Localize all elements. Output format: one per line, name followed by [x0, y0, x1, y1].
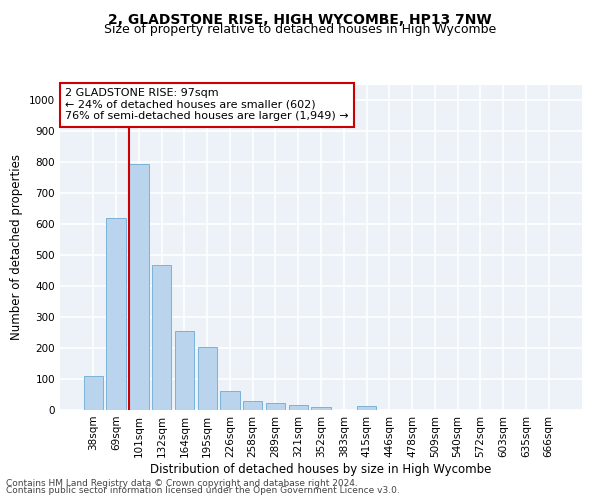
Text: 2, GLADSTONE RISE, HIGH WYCOMBE, HP13 7NW: 2, GLADSTONE RISE, HIGH WYCOMBE, HP13 7N…: [108, 12, 492, 26]
Bar: [243, 400, 262, 410]
Bar: [266, 403, 285, 410]
Bar: [197, 346, 217, 410]
Text: 2 GLADSTONE RISE: 97sqm
← 24% of detached houses are smaller (602)
76% of semi-d: 2 GLADSTONE RISE: 97sqm ← 24% of detache…: [65, 88, 349, 122]
Bar: [220, 390, 239, 410]
Text: Contains public sector information licensed under the Open Government Licence v3: Contains public sector information licen…: [6, 486, 400, 495]
Text: Size of property relative to detached houses in High Wycombe: Size of property relative to detached ho…: [104, 22, 496, 36]
Bar: [129, 164, 149, 410]
Y-axis label: Number of detached properties: Number of detached properties: [10, 154, 23, 340]
Bar: [289, 404, 308, 410]
Bar: [175, 331, 194, 410]
X-axis label: Distribution of detached houses by size in High Wycombe: Distribution of detached houses by size …: [151, 462, 491, 475]
Bar: [84, 376, 103, 410]
Bar: [311, 407, 331, 410]
Text: Contains HM Land Registry data © Crown copyright and database right 2024.: Contains HM Land Registry data © Crown c…: [6, 478, 358, 488]
Bar: [152, 264, 172, 410]
Bar: [357, 406, 376, 410]
Bar: [106, 218, 126, 410]
